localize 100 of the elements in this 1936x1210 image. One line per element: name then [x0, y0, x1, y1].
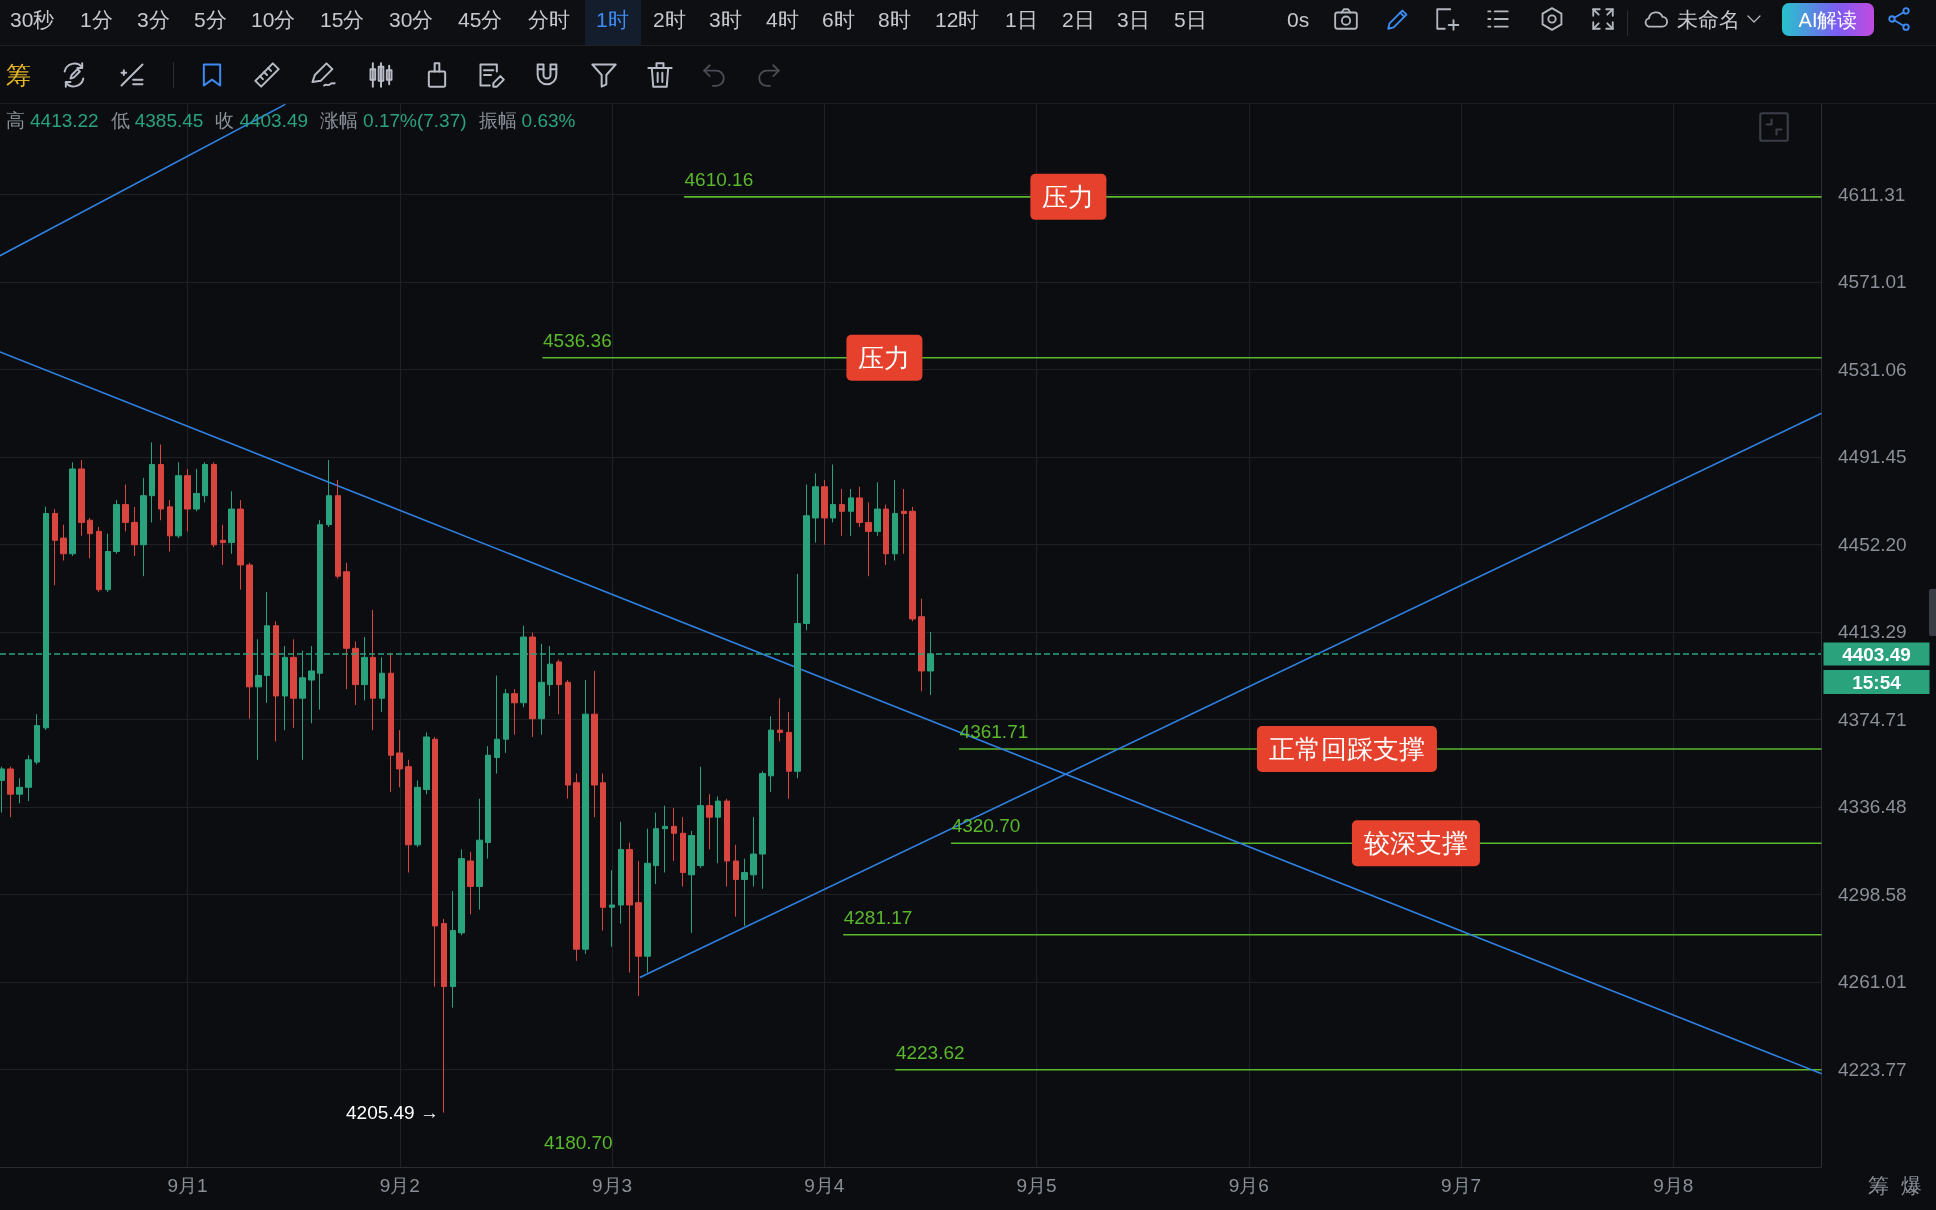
candlestick [874, 481, 881, 537]
candlestick [193, 468, 200, 512]
candlestick [830, 464, 836, 523]
candlestick [671, 807, 677, 862]
candlestick [343, 562, 350, 690]
y-tick-label: 4374.71 [1838, 708, 1907, 730]
candlestick [750, 816, 757, 887]
candlestick [573, 773, 580, 962]
candlestick [768, 715, 774, 793]
candlestick [839, 488, 845, 537]
candlestick [122, 484, 129, 532]
text: 10分 [251, 7, 296, 31]
candlestick [211, 461, 217, 548]
candlestick [140, 477, 147, 577]
candlestick [290, 638, 297, 729]
candlestick [865, 501, 872, 577]
x-tick-label: 9月6 [1228, 1175, 1269, 1196]
text: 15分 [320, 7, 365, 31]
x-tick-label: 9月3 [591, 1175, 633, 1196]
candlestick [237, 499, 244, 591]
y-tick-label: 4298.58 [1838, 883, 1907, 905]
text: 5分 [194, 7, 227, 31]
y-tick-label: 4531.06 [1838, 358, 1907, 380]
data-label: 4281.17 [843, 906, 913, 928]
candlestick [511, 688, 518, 736]
candlestick [565, 679, 571, 800]
candlestick [78, 459, 85, 537]
candlestick [918, 598, 925, 692]
data-label: 4320.70 [951, 815, 1021, 837]
text: 4时 [766, 7, 799, 31]
data-label: 4536.36 [543, 329, 612, 351]
candlestick [326, 459, 332, 528]
candlestick [892, 479, 898, 561]
x-tick-label: 9月2 [379, 1175, 420, 1196]
data-label: 4610.16 [684, 168, 754, 190]
x-tick-label: 9月5 [1016, 1175, 1057, 1196]
candlestick [405, 759, 412, 874]
candlestick [0, 766, 5, 814]
candlestick [662, 805, 668, 874]
candlestick [582, 679, 589, 955]
y-tick-label: 4491.45 [1838, 446, 1907, 468]
x-tick-label: 9月4 [804, 1175, 845, 1196]
candlestick [706, 793, 713, 850]
text: 3时 [709, 7, 742, 31]
candlestick [96, 526, 102, 593]
y-tick-label: 4261.01 [1838, 971, 1907, 993]
data-label: 4223.62 [895, 1041, 965, 1063]
candlestick [69, 461, 76, 557]
y-tick-label: 4413.29 [1838, 621, 1907, 643]
y-tick-label: 4571.01 [1838, 271, 1907, 293]
candlestick [715, 795, 721, 864]
candlestick [246, 562, 253, 720]
candlestick [202, 461, 208, 503]
annotation: 压力 [1042, 181, 1095, 212]
candlestick [653, 812, 659, 885]
interpret-button: AI解读 [1782, 3, 1874, 36]
candlestick [52, 508, 58, 586]
candlestick [34, 713, 40, 765]
x-tick-label: 9月1 [167, 1175, 208, 1196]
candlestick [60, 524, 67, 561]
y-tick-label: 4336.48 [1838, 796, 1907, 818]
annotation: 压力 [858, 342, 911, 373]
text: 30分 [389, 7, 434, 31]
candlestick [87, 517, 93, 559]
candlestick [458, 848, 465, 936]
candlestick [184, 468, 191, 532]
candlestick [821, 479, 828, 546]
text: 5日 [1174, 7, 1207, 31]
text: 2日 [1062, 7, 1095, 31]
candlestick [105, 533, 111, 593]
candlestick [635, 860, 642, 997]
candlestick [901, 488, 907, 555]
candlestick [352, 641, 359, 706]
candlestick [167, 499, 173, 553]
text: 0s [1287, 7, 1310, 31]
annotation: 4180.70 [544, 1131, 613, 1153]
y-tick-label: 4223.77 [1838, 1058, 1907, 1080]
candlestick [680, 816, 686, 887]
text: 30秒 [10, 7, 55, 31]
y-tick-label: 4452.20 [1838, 533, 1907, 555]
text: 6时 [822, 7, 855, 31]
candlestick [503, 688, 509, 754]
candlestick [379, 656, 385, 713]
candlestick [370, 609, 376, 731]
text: 1日 [1005, 7, 1038, 31]
candlestick [529, 632, 536, 738]
candlestick [450, 890, 456, 1009]
candlestick [724, 798, 730, 887]
candlestick [16, 777, 23, 804]
candlestick [777, 697, 783, 743]
text: 爆 [1901, 1173, 1922, 1197]
candlestick [733, 844, 739, 918]
text: 12时 [935, 7, 980, 31]
candlestick [626, 842, 633, 974]
candlestick [467, 851, 474, 915]
candlestick [149, 441, 155, 523]
candlestick [848, 488, 854, 537]
candlestick [158, 444, 164, 521]
candlestick [786, 711, 792, 800]
candlestick [697, 766, 704, 869]
